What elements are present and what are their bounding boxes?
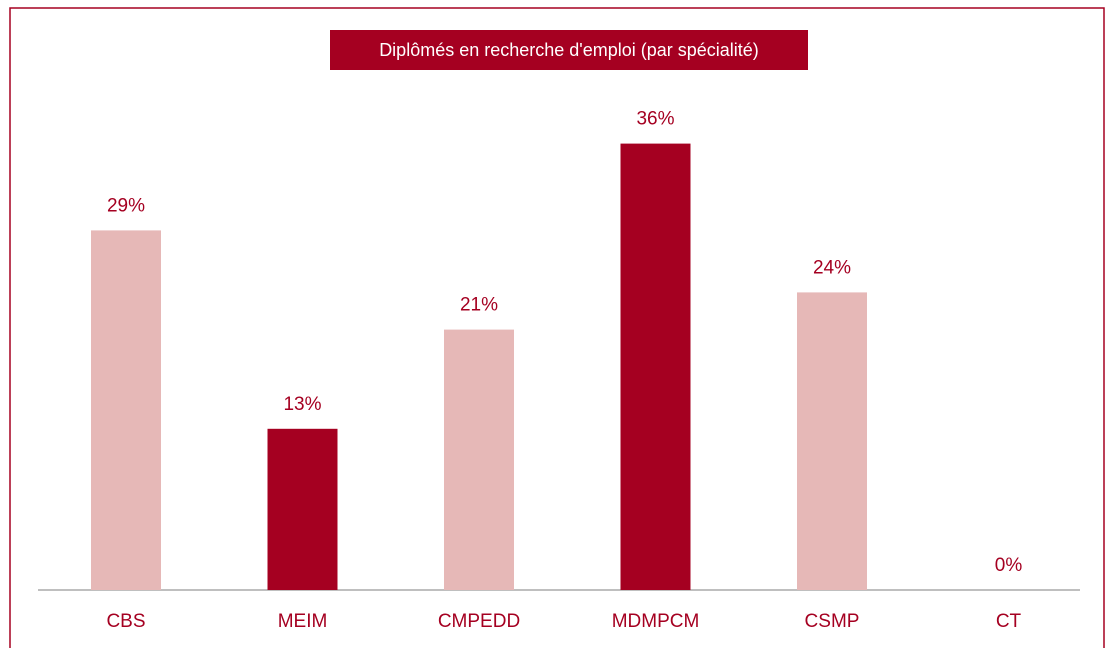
data-label: 29% [107, 195, 145, 216]
bar [267, 428, 338, 590]
chart-title: Diplômés en recherche d'emploi (par spéc… [379, 40, 759, 60]
bar [620, 143, 691, 590]
data-label: 21% [460, 295, 498, 316]
data-label: 24% [813, 257, 851, 278]
x-tick-label: CT [996, 611, 1022, 632]
data-label: 0% [995, 555, 1023, 576]
x-tick-label: MEIM [278, 611, 328, 632]
title-box [330, 30, 808, 70]
data-label: 36% [636, 109, 674, 130]
x-tick-label: MDMPCM [612, 611, 700, 632]
x-tick-label: CMPEDD [438, 611, 520, 632]
bar [91, 230, 161, 590]
data-label: 13% [283, 394, 321, 415]
x-tick-label: CBS [106, 611, 145, 632]
bar [797, 292, 867, 590]
x-tick-label: CSMP [805, 611, 860, 632]
frame [9, 7, 1105, 648]
bar [444, 329, 514, 590]
